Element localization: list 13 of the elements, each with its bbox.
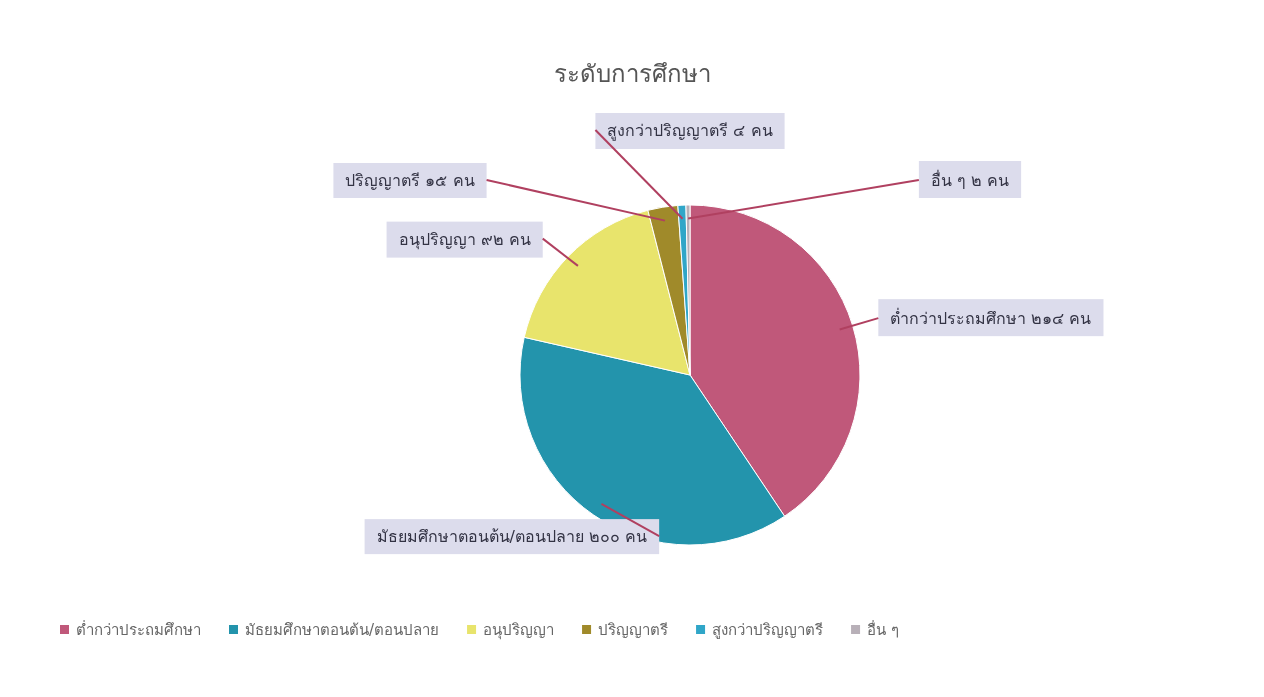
legend-label: มัธยมศึกษาตอนต้น/ตอนปลาย (245, 621, 440, 639)
legend-label: ปริญญาตรี (598, 621, 669, 639)
data-label: สูงกว่าปริญญาตรี ๔ คน (607, 121, 773, 141)
legend-label: สูงกว่าปริญญาตรี (712, 621, 824, 639)
data-label: ต่ำกว่าประถมศึกษา ๒๑๔ คน (890, 307, 1092, 329)
legend-label: ต่ำกว่าประถมศึกษา (76, 619, 201, 639)
legend-label: อนุปริญญา (483, 621, 555, 640)
data-label: มัธยมศึกษาตอนต้น/ตอนปลาย ๒๐๐ คน (376, 527, 648, 547)
data-label: ปริญญาตรี ๑๕ คน (345, 171, 475, 190)
chart-title: ระดับการศึกษา (553, 60, 711, 88)
data-label: อนุปริญญา ๙๒ คน (398, 229, 531, 250)
legend-label: อื่น ๆ (867, 619, 899, 639)
data-label: อื่น ๆ ๒ คน (930, 169, 1010, 190)
